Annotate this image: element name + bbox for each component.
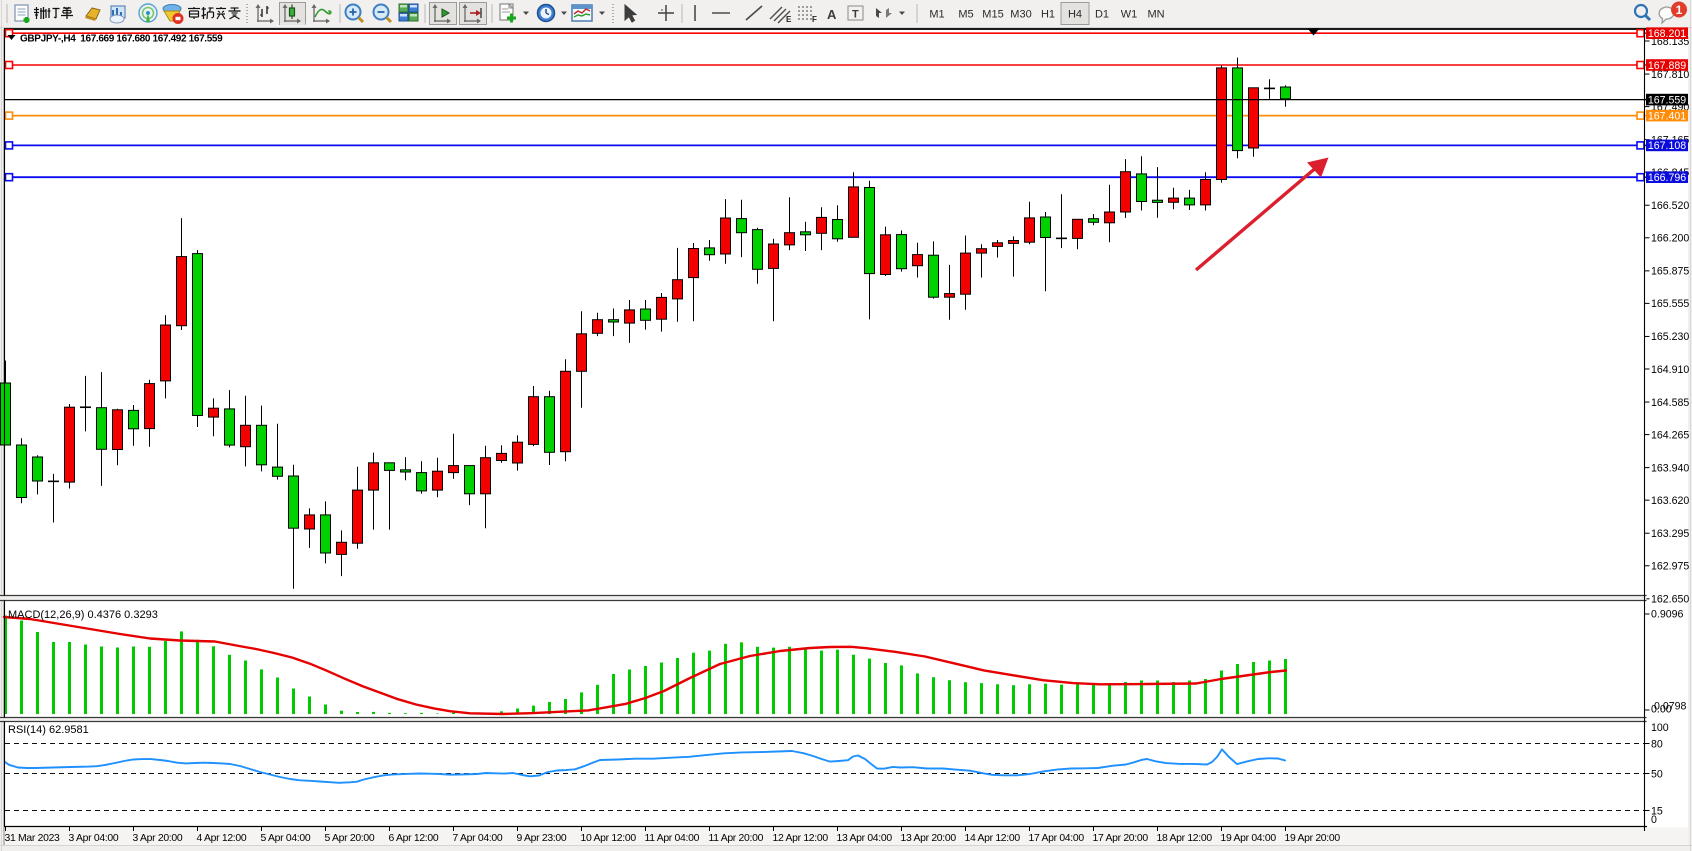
svg-text:E: E <box>786 15 792 24</box>
svg-text:6 Apr 12:00: 6 Apr 12:00 <box>389 833 439 844</box>
svg-text:100: 100 <box>1651 722 1669 734</box>
svg-text:14 Apr 12:00: 14 Apr 12:00 <box>965 833 1021 844</box>
svg-text:13 Apr 04:00: 13 Apr 04:00 <box>837 833 893 844</box>
svg-text:0.9096: 0.9096 <box>1651 608 1684 620</box>
svg-text:165.230: 165.230 <box>1651 331 1689 343</box>
svg-text:17 Apr 04:00: 17 Apr 04:00 <box>1029 833 1085 844</box>
svg-text:163.620: 163.620 <box>1651 495 1689 507</box>
svg-text:H1: H1 <box>1041 9 1055 21</box>
svg-text:0: 0 <box>1651 814 1657 826</box>
svg-text:164.265: 164.265 <box>1651 429 1689 441</box>
svg-text:50: 50 <box>1651 768 1663 780</box>
svg-text:13 Apr 20:00: 13 Apr 20:00 <box>901 833 957 844</box>
svg-text:W1: W1 <box>1121 9 1138 21</box>
svg-text:165.875: 165.875 <box>1651 266 1689 278</box>
svg-text:T: T <box>852 9 859 21</box>
svg-text:RSI(14) 62.9581: RSI(14) 62.9581 <box>8 724 89 736</box>
svg-text:MACD(12,26,9) 0.4376 0.3293: MACD(12,26,9) 0.4376 0.3293 <box>8 609 158 621</box>
svg-text:7 Apr 04:00: 7 Apr 04:00 <box>453 833 503 844</box>
svg-text:17 Apr 20:00: 17 Apr 20:00 <box>1093 833 1149 844</box>
svg-text:5 Apr 20:00: 5 Apr 20:00 <box>325 833 375 844</box>
svg-text:F: F <box>812 15 817 24</box>
svg-text:4 Apr 12:00: 4 Apr 12:00 <box>197 833 247 844</box>
svg-text:19 Apr 04:00: 19 Apr 04:00 <box>1221 833 1277 844</box>
svg-text:164.910: 164.910 <box>1651 364 1689 376</box>
svg-text:165.555: 165.555 <box>1651 298 1689 310</box>
svg-text:11 Apr 20:00: 11 Apr 20:00 <box>709 833 764 844</box>
svg-text:166.520: 166.520 <box>1651 200 1689 212</box>
svg-text:M15: M15 <box>982 9 1003 21</box>
svg-text:A: A <box>827 7 837 22</box>
svg-text:163.940: 163.940 <box>1651 462 1689 474</box>
svg-text:GBPJPY-,H4 167.669 167.680 16: GBPJPY-,H4 167.669 167.680 167.492 167.5… <box>20 34 223 45</box>
svg-text:167.889: 167.889 <box>1648 60 1686 72</box>
svg-text:163.295: 163.295 <box>1651 528 1689 540</box>
svg-text:166.200: 166.200 <box>1651 233 1689 245</box>
svg-text:D1: D1 <box>1095 9 1109 21</box>
svg-text:3 Apr 04:00: 3 Apr 04:00 <box>69 833 119 844</box>
svg-text:31 Mar 2023: 31 Mar 2023 <box>5 833 61 844</box>
svg-text:M1: M1 <box>929 9 944 21</box>
svg-text:M5: M5 <box>958 9 973 21</box>
svg-text:MN: MN <box>1147 9 1164 21</box>
svg-text:164.585: 164.585 <box>1651 397 1689 409</box>
svg-text:3 Apr 20:00: 3 Apr 20:00 <box>133 833 183 844</box>
svg-text:18 Apr 12:00: 18 Apr 12:00 <box>1157 833 1213 844</box>
svg-text:0.0798: 0.0798 <box>1654 701 1687 713</box>
svg-text:9 Apr 23:00: 9 Apr 23:00 <box>517 833 567 844</box>
svg-text:166.796: 166.796 <box>1648 172 1686 184</box>
svg-text:167.810: 167.810 <box>1651 69 1689 81</box>
svg-text:167.401: 167.401 <box>1648 110 1686 122</box>
svg-text:162.975: 162.975 <box>1651 561 1689 573</box>
svg-text:162.650: 162.650 <box>1651 594 1689 606</box>
svg-text:M30: M30 <box>1010 9 1031 21</box>
svg-text:19 Apr 20:00: 19 Apr 20:00 <box>1285 833 1341 844</box>
svg-text:15: 15 <box>1651 805 1663 817</box>
svg-text:11 Apr 04:00: 11 Apr 04:00 <box>645 833 700 844</box>
svg-text:5 Apr 04:00: 5 Apr 04:00 <box>261 833 311 844</box>
svg-text:12 Apr 12:00: 12 Apr 12:00 <box>773 833 829 844</box>
svg-text:167.559: 167.559 <box>1648 94 1686 106</box>
svg-text:10 Apr 12:00: 10 Apr 12:00 <box>581 833 637 844</box>
svg-text:167.108: 167.108 <box>1648 140 1686 152</box>
svg-text:1: 1 <box>1676 3 1683 17</box>
svg-text:H4: H4 <box>1068 9 1082 21</box>
svg-text:168.201: 168.201 <box>1648 28 1686 40</box>
svg-text:80: 80 <box>1651 738 1663 750</box>
svg-text:0.00: 0.00 <box>1651 704 1672 716</box>
